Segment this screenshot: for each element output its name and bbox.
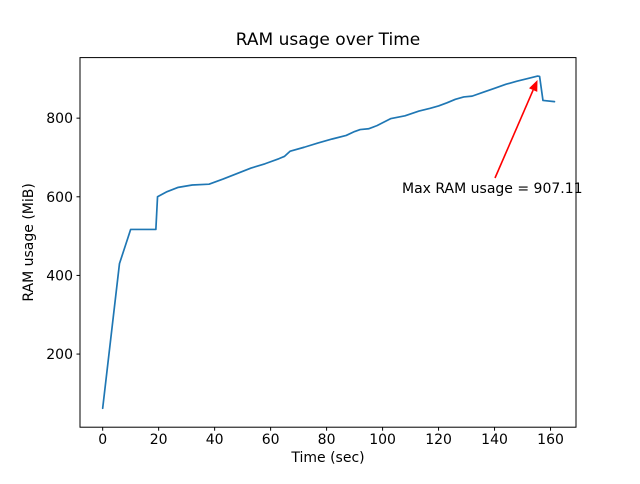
y-tick-label: 800 bbox=[46, 111, 73, 127]
x-tick-label: 80 bbox=[318, 432, 336, 448]
max-annotation-text: Max RAM usage = 907.11 bbox=[402, 181, 583, 197]
x-tick-label: 120 bbox=[425, 432, 452, 448]
x-axis-ticks: 0 20 40 60 80 100 120 140 160 bbox=[98, 427, 564, 448]
x-tick-label: 140 bbox=[481, 432, 508, 448]
ram-usage-line bbox=[101, 75, 556, 410]
annotation-arrow-shaft bbox=[494, 89, 534, 179]
y-axis-label: RAM usage (MiB) bbox=[21, 183, 37, 301]
plot-area-border bbox=[79, 57, 577, 428]
x-tick-label: 100 bbox=[369, 432, 396, 448]
max-annotation-arrow bbox=[494, 80, 538, 179]
chart-title: RAM usage over Time bbox=[236, 30, 420, 50]
x-tick-label: 160 bbox=[537, 432, 564, 448]
y-tick-label: 200 bbox=[46, 347, 73, 363]
x-tick-label: 0 bbox=[98, 432, 107, 448]
x-tick-label: 40 bbox=[206, 432, 224, 448]
series-group bbox=[101, 75, 556, 410]
x-axis-label: Time (sec) bbox=[290, 450, 364, 466]
y-axis-ticks: 200 400 600 800 bbox=[46, 111, 80, 363]
x-tick-label: 20 bbox=[150, 432, 168, 448]
x-tick-label: 60 bbox=[262, 432, 280, 448]
y-tick-label: 600 bbox=[46, 190, 73, 206]
y-tick-label: 400 bbox=[46, 268, 73, 284]
annotation-arrow-head bbox=[528, 80, 538, 92]
